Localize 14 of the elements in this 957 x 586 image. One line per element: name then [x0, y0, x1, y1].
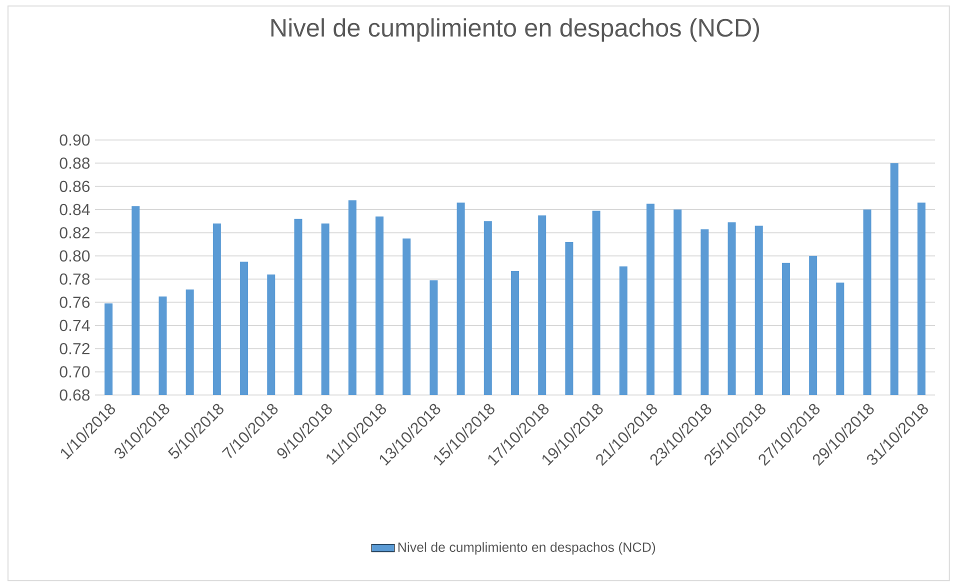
- legend-label: Nivel de cumplimiento en despachos (NCD): [398, 542, 656, 555]
- y-tick-label: 0.84: [60, 204, 90, 216]
- y-tick-label: 0.86: [60, 180, 90, 192]
- y-tick-label: 0.90: [60, 134, 90, 146]
- y-tick-label: 0.78: [60, 273, 90, 285]
- y-tick-label: 0.88: [60, 158, 90, 169]
- y-tick-label: 0.80: [60, 250, 90, 262]
- chart-title: Nivel de cumplimiento en despachos (NCD): [271, 18, 760, 42]
- y-tick-label: 0.74: [60, 320, 90, 332]
- y-tick-label: 0.82: [60, 227, 90, 238]
- y-tick-label: 0.70: [60, 366, 90, 378]
- y-tick-label: 0.76: [60, 296, 90, 308]
- y-tick-label: 0.72: [60, 342, 90, 354]
- y-tick-label: 0.68: [60, 389, 90, 401]
